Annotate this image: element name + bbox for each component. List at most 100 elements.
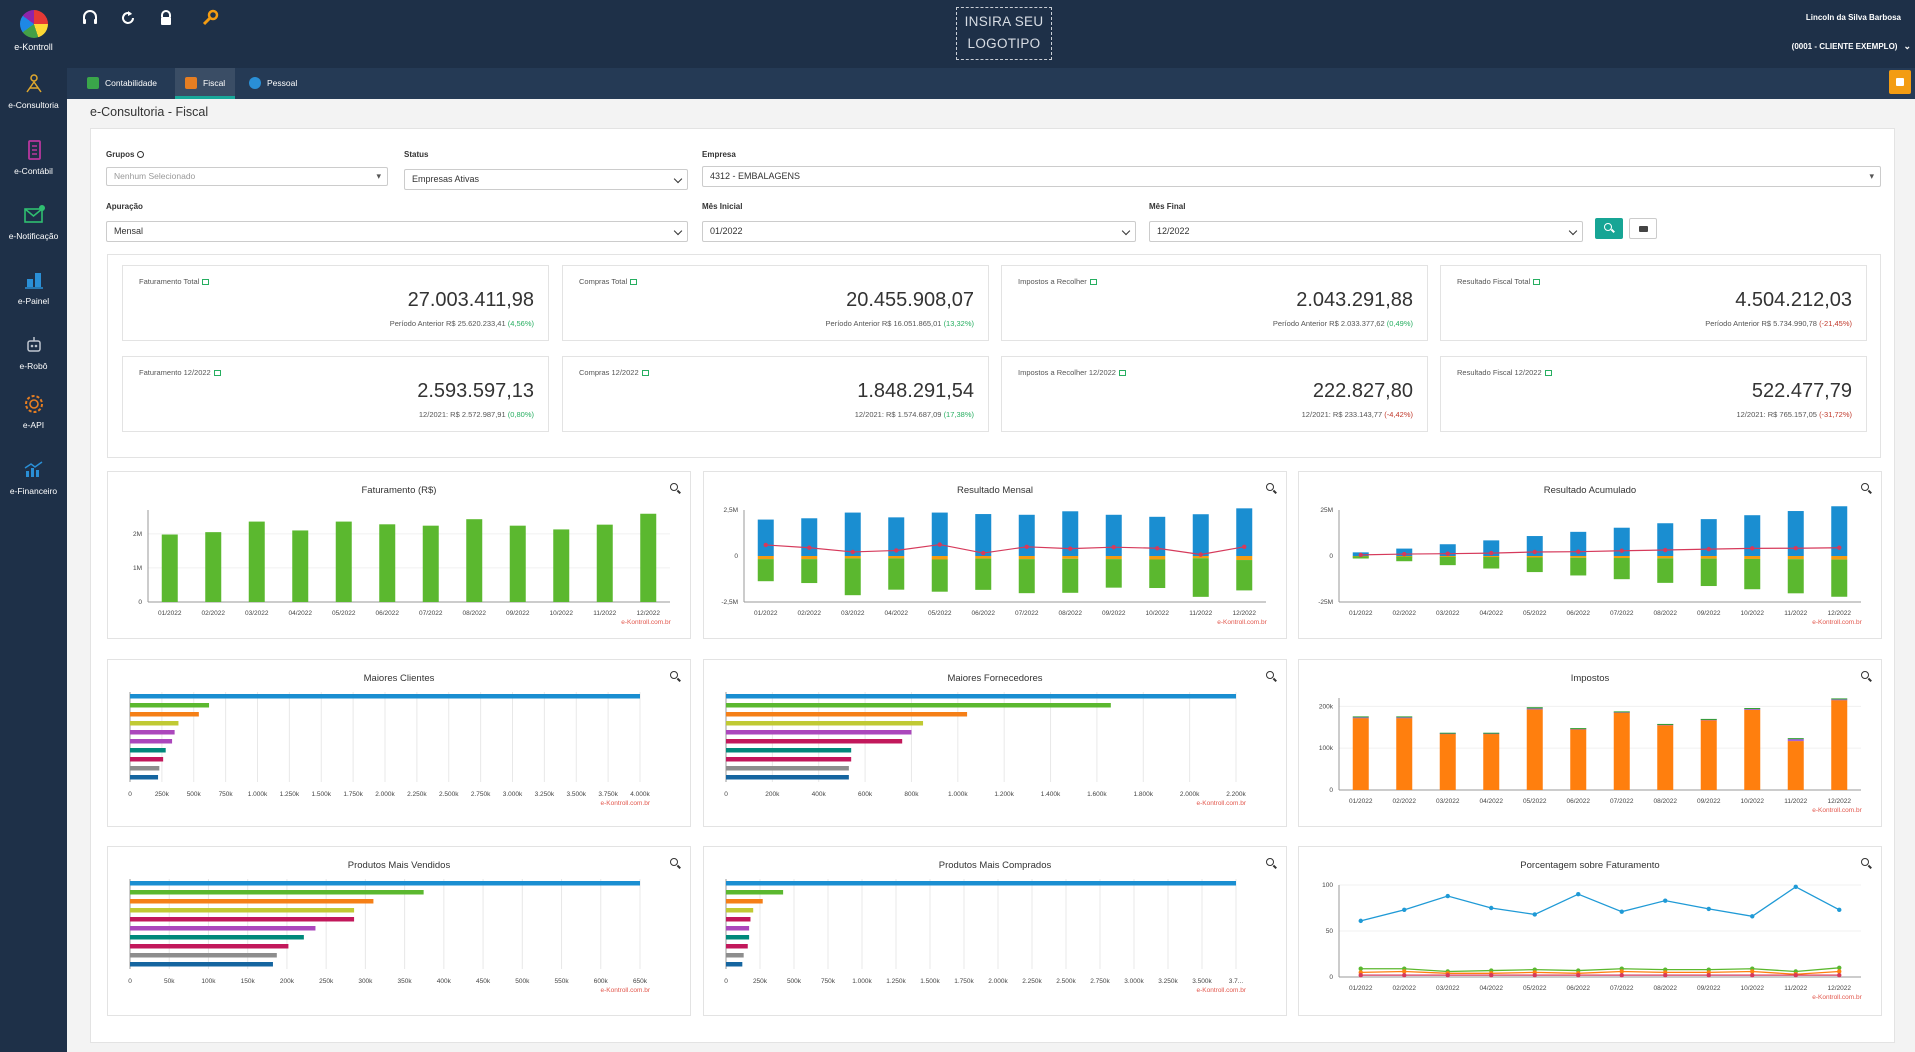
data-point[interactable] [1532, 912, 1537, 917]
data-point[interactable] [1793, 884, 1798, 890]
bar[interactable] [1831, 698, 1848, 700]
data-point[interactable] [1024, 544, 1029, 549]
bar[interactable] [248, 521, 265, 602]
bar[interactable] [1483, 557, 1500, 569]
bar[interactable] [1352, 718, 1369, 790]
data-point[interactable] [807, 545, 812, 550]
data-point[interactable] [1489, 550, 1494, 556]
data-point[interactable] [1576, 972, 1581, 978]
table-icon[interactable] [1533, 279, 1541, 286]
data-point[interactable] [1198, 552, 1203, 557]
bar[interactable] [844, 512, 861, 556]
bar[interactable] [726, 730, 912, 735]
bar[interactable] [757, 519, 774, 556]
bar[interactable] [1613, 712, 1630, 790]
bar[interactable] [335, 521, 352, 602]
bar[interactable] [1613, 556, 1630, 559]
bar[interactable] [726, 766, 849, 771]
bar[interactable] [1062, 511, 1079, 556]
zoom-icon[interactable] [1861, 671, 1871, 681]
bar[interactable] [1570, 729, 1587, 790]
bar[interactable] [1613, 711, 1630, 713]
bar[interactable] [757, 559, 774, 582]
data-point[interactable] [1242, 544, 1247, 549]
bar[interactable] [726, 703, 1111, 708]
bar[interactable] [801, 518, 818, 556]
bar[interactable] [1352, 717, 1369, 719]
data-point[interactable] [1706, 906, 1711, 912]
bar[interactable] [1657, 556, 1674, 559]
data-point[interactable] [1706, 546, 1711, 552]
lock-icon[interactable] [157, 9, 175, 27]
bar[interactable] [1526, 536, 1543, 556]
table-icon[interactable] [1089, 279, 1097, 286]
bar[interactable] [130, 962, 273, 967]
bar[interactable] [1105, 514, 1122, 556]
bar[interactable] [931, 556, 948, 560]
sidebar-item-e-contabil[interactable]: e-Contábil [0, 138, 67, 176]
data-point[interactable] [1837, 545, 1842, 550]
bar[interactable] [1149, 556, 1166, 560]
bar[interactable] [726, 926, 750, 931]
bar[interactable] [130, 703, 210, 708]
bar[interactable] [130, 748, 166, 753]
bar[interactable] [726, 739, 903, 744]
bar[interactable] [130, 730, 175, 735]
bar[interactable] [130, 944, 289, 949]
data-point[interactable] [1793, 972, 1798, 978]
data-point[interactable] [1793, 546, 1798, 551]
bar[interactable] [1526, 556, 1543, 558]
headset-icon[interactable] [81, 9, 99, 27]
bar[interactable] [422, 525, 439, 602]
table-icon[interactable] [202, 279, 210, 286]
bar[interactable] [130, 766, 160, 771]
data-point[interactable] [1619, 972, 1624, 978]
zoom-icon[interactable] [670, 671, 680, 681]
app-logo[interactable]: e-Kontroll [0, 10, 67, 52]
search-button[interactable] [1595, 218, 1623, 239]
table-icon[interactable] [1544, 370, 1552, 377]
data-point[interactable] [1402, 969, 1407, 974]
data-point[interactable] [1576, 549, 1581, 554]
bar[interactable] [1744, 709, 1761, 790]
bar[interactable] [726, 890, 784, 895]
zoom-icon[interactable] [670, 858, 680, 868]
tab-fiscal[interactable]: Fiscal [175, 68, 235, 99]
mes-final-select[interactable]: 12/2022 [1149, 221, 1583, 242]
bar[interactable] [1570, 556, 1587, 558]
bar[interactable] [1526, 557, 1543, 573]
data-point[interactable] [1619, 909, 1624, 914]
data-point[interactable] [1068, 546, 1073, 551]
data-point[interactable] [1750, 969, 1755, 974]
bar[interactable] [130, 712, 199, 717]
bar[interactable] [1396, 556, 1413, 562]
data-point[interactable] [1402, 907, 1407, 913]
bar[interactable] [130, 908, 355, 913]
bar[interactable] [1526, 709, 1543, 790]
bar[interactable] [130, 694, 640, 699]
bar[interactable] [726, 775, 849, 780]
bar[interactable] [1396, 716, 1413, 718]
bar[interactable] [726, 881, 1236, 886]
data-point[interactable] [1750, 972, 1755, 978]
bar[interactable] [1396, 717, 1413, 719]
bar[interactable] [1787, 511, 1804, 556]
table-icon[interactable] [1118, 370, 1126, 377]
bar[interactable] [1570, 728, 1587, 730]
data-point[interactable] [1532, 549, 1537, 555]
data-point[interactable] [1402, 551, 1407, 557]
bar[interactable] [726, 944, 748, 949]
bar[interactable] [975, 514, 992, 556]
data-point[interactable] [894, 548, 899, 553]
tab-contabilidade[interactable]: Contabilidade [77, 68, 157, 99]
bar[interactable] [1018, 556, 1035, 560]
data-point[interactable] [1706, 972, 1711, 978]
data-point[interactable] [1445, 893, 1450, 899]
bar[interactable] [726, 757, 852, 762]
bar[interactable] [130, 926, 316, 931]
bar[interactable] [726, 721, 924, 726]
apuracao-select[interactable]: Mensal [106, 221, 688, 242]
client-selector[interactable]: (0001 - CLIENTE EXEMPLO) ⌄ [1792, 41, 1911, 52]
data-point[interactable] [1402, 972, 1407, 978]
bar[interactable] [1236, 560, 1253, 591]
